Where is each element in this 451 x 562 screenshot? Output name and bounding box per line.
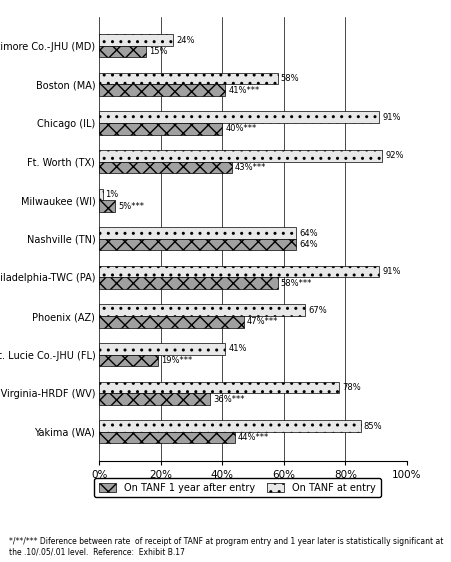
Text: 64%: 64% (299, 240, 317, 249)
Bar (99, 46, 145, 57)
Bar (99, 305, 305, 316)
Bar (99, 355, 157, 366)
Bar (99, 420, 360, 432)
Bar (99, 84, 225, 96)
Text: */**/*** Diference between rate  of receipt of TANF at program entry and 1 year : */**/*** Diference between rate of recei… (9, 537, 442, 556)
Text: 41%***: 41%*** (228, 86, 259, 95)
Text: 67%: 67% (308, 306, 327, 315)
Text: 58%***: 58%*** (280, 279, 312, 288)
Text: 40%***: 40%*** (225, 124, 256, 133)
Bar (99, 150, 382, 162)
Text: 64%: 64% (299, 229, 317, 238)
Text: 1%: 1% (106, 190, 119, 199)
Text: 58%: 58% (280, 74, 299, 83)
Text: 92%: 92% (384, 151, 403, 160)
Bar (99, 189, 102, 200)
Bar (99, 382, 338, 393)
Bar (99, 266, 378, 278)
Bar (99, 34, 173, 46)
Bar (99, 162, 231, 173)
Bar (99, 432, 234, 443)
Text: 24%: 24% (176, 35, 194, 44)
Text: 5%***: 5%*** (118, 202, 143, 211)
Text: 85%: 85% (363, 422, 382, 430)
Text: 36%***: 36%*** (213, 395, 244, 404)
Bar (99, 123, 222, 135)
Bar (99, 200, 115, 212)
Bar (99, 73, 277, 84)
Text: 78%: 78% (341, 383, 360, 392)
Bar (99, 239, 295, 251)
Bar (99, 316, 244, 328)
Text: 19%***: 19%*** (161, 356, 192, 365)
Bar (99, 111, 378, 123)
Text: 44%***: 44%*** (237, 433, 268, 442)
Text: 91%: 91% (382, 113, 400, 122)
Text: 41%: 41% (228, 345, 247, 353)
Legend: On TANF 1 year after entry, On TANF at entry: On TANF 1 year after entry, On TANF at e… (94, 478, 380, 497)
Bar (99, 393, 210, 405)
Bar (99, 227, 295, 239)
Bar (99, 278, 277, 289)
Text: 47%***: 47%*** (246, 318, 278, 327)
Text: 15%: 15% (148, 47, 167, 56)
Bar (99, 343, 225, 355)
Text: 43%***: 43%*** (234, 163, 266, 172)
Text: 91%: 91% (382, 267, 400, 276)
